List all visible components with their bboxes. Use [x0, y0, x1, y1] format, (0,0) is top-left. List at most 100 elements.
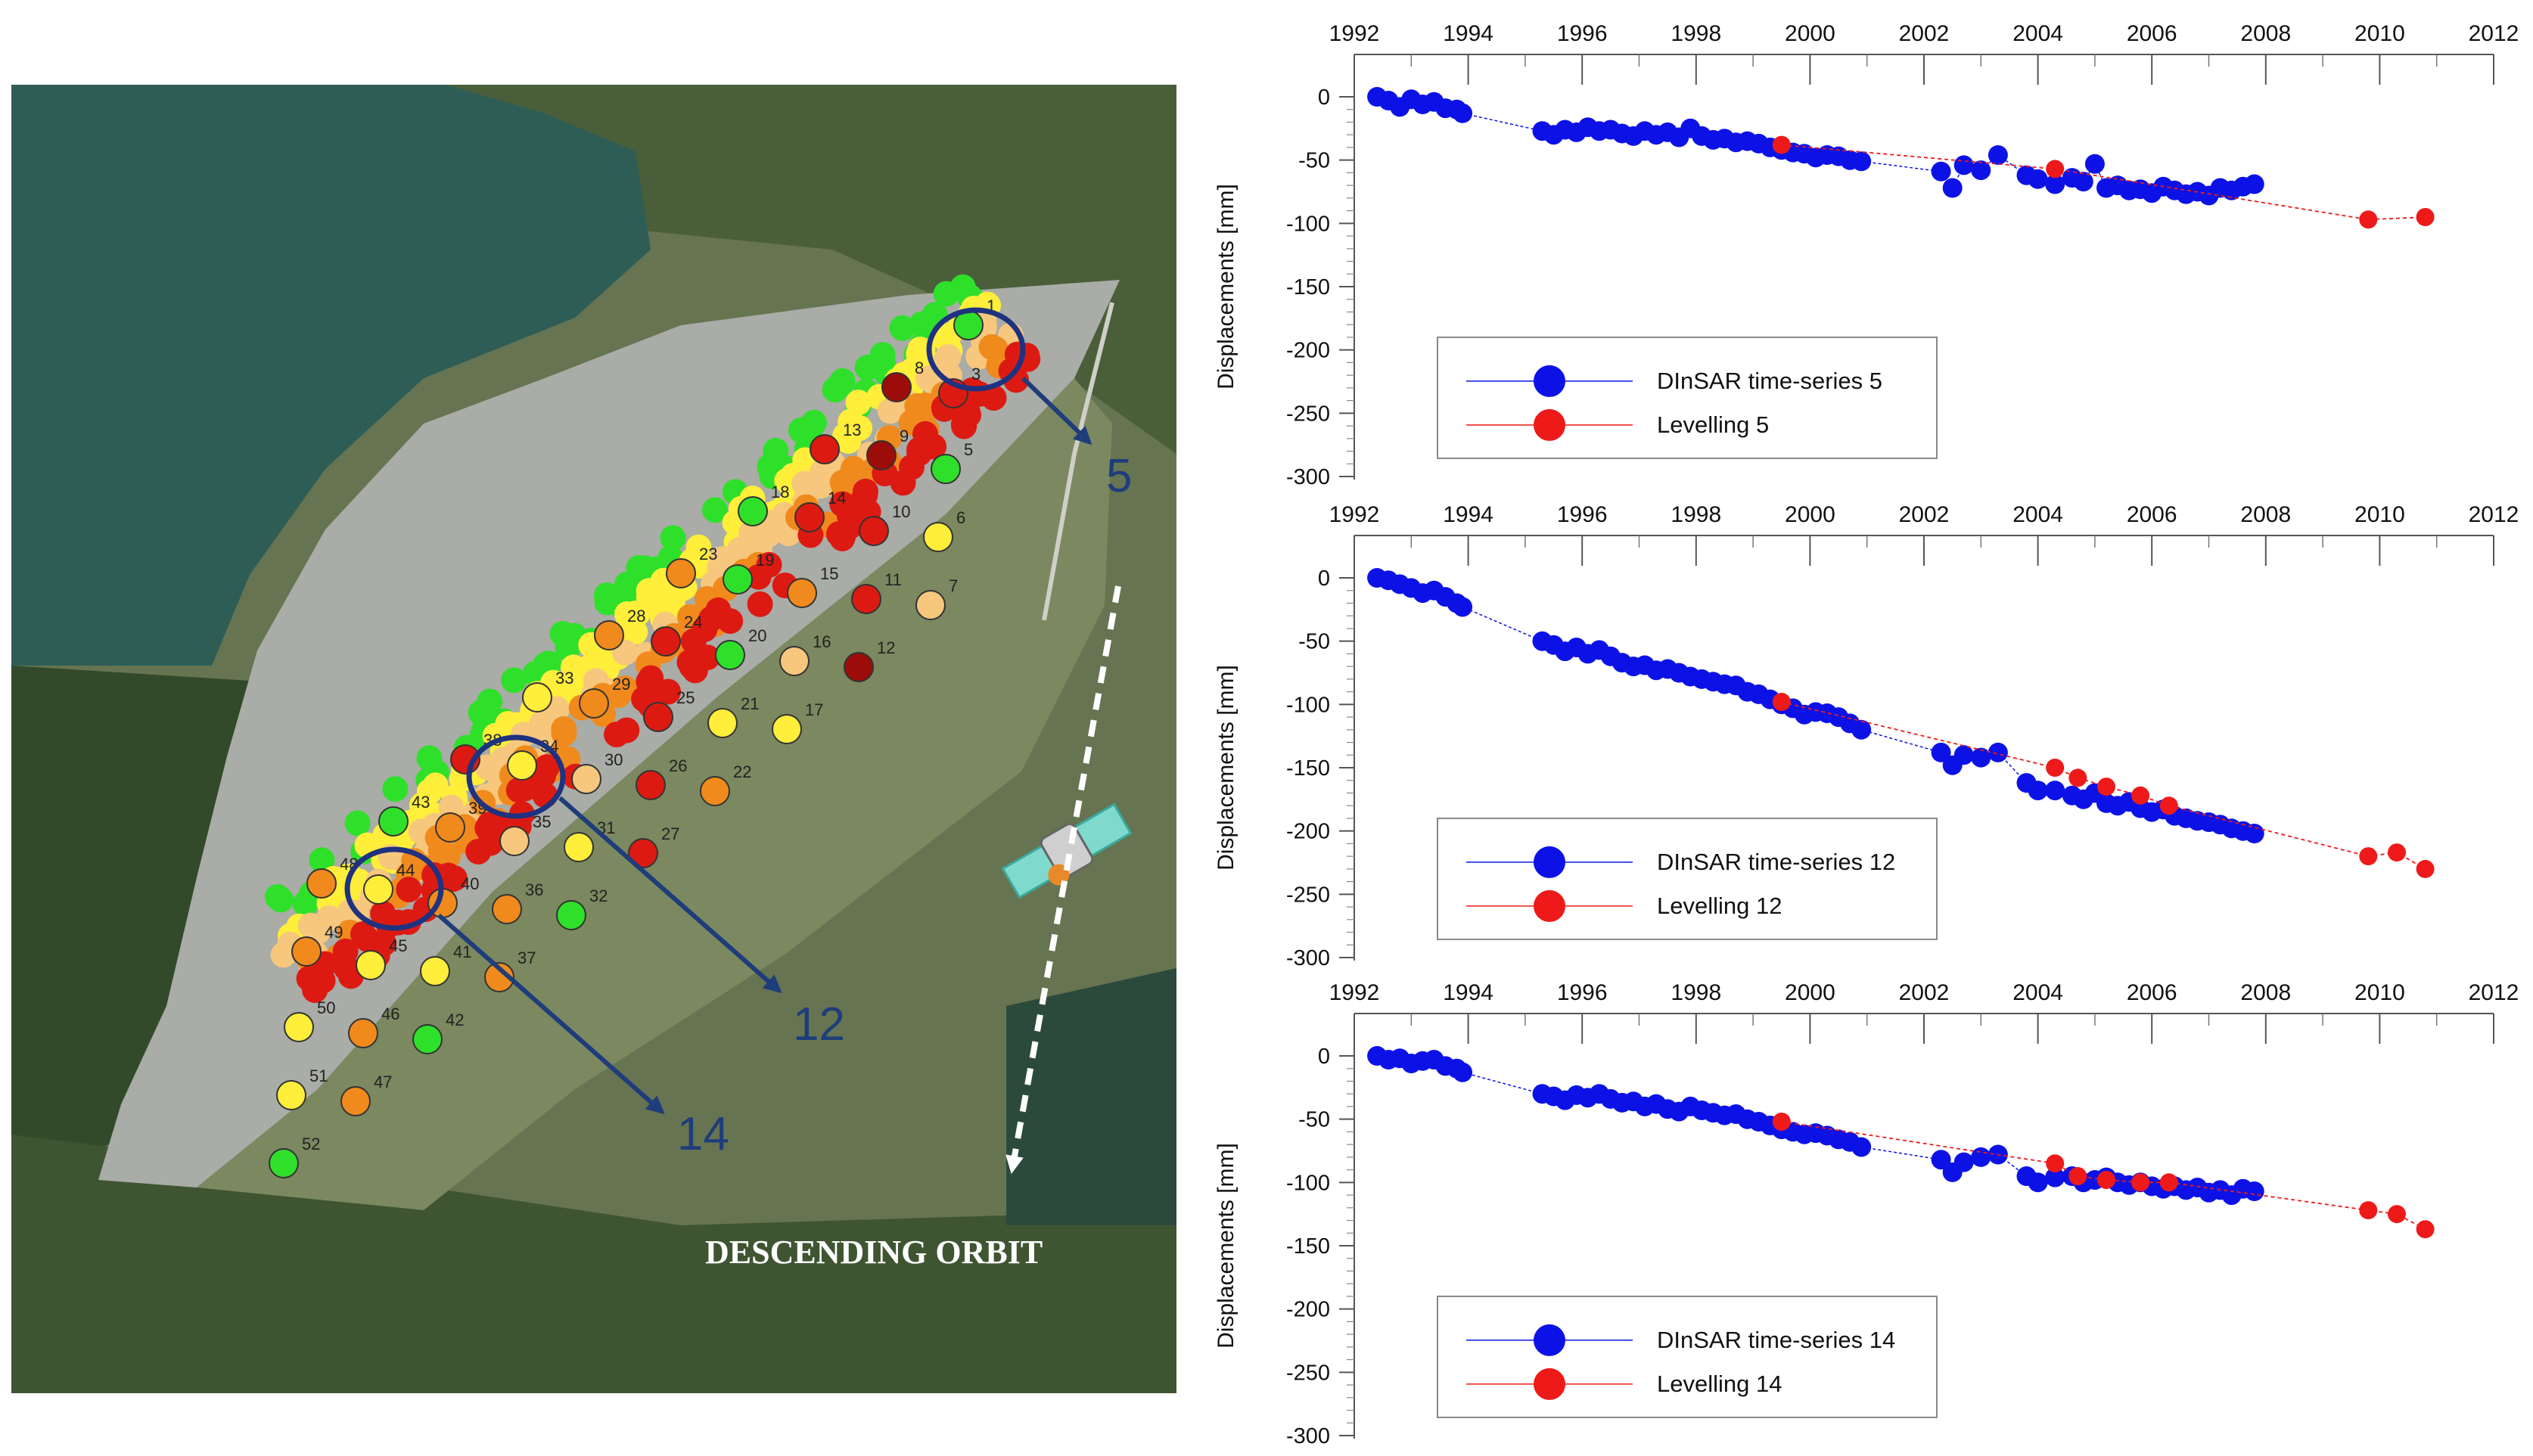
benchmark-point [866, 440, 897, 470]
arrow-to-5 [1021, 376, 1092, 445]
y-tick-label: -50 [1298, 1108, 1330, 1132]
benchmark-point [412, 1024, 443, 1054]
benchmark-point [571, 764, 601, 794]
benchmark-label: 51 [309, 1066, 328, 1085]
deformation-point [309, 847, 335, 874]
data-point [1953, 745, 1974, 765]
deformation-point [297, 912, 324, 939]
deformation-point [302, 977, 328, 1003]
y-tick-label: -150 [1286, 275, 1330, 300]
highlight-circle-12 [466, 734, 566, 819]
y-tick-label: -200 [1286, 1298, 1330, 1322]
data-point [1988, 742, 2008, 762]
deformation-point [611, 675, 638, 701]
benchmark-point [499, 826, 530, 856]
data-point [1453, 103, 1473, 123]
benchmark-point [284, 1012, 314, 1042]
forest-bottom [11, 1135, 1176, 1393]
deformation-point [933, 281, 959, 307]
benchmark-label: 46 [381, 1004, 399, 1023]
x-tick-label: 1998 [1671, 502, 1721, 527]
benchmark-point [291, 936, 322, 967]
deformation-point [906, 440, 933, 467]
deformation-point [604, 722, 629, 747]
legend-label: Levelling 12 [1657, 893, 1782, 919]
benchmark-label: 50 [317, 998, 335, 1017]
deformation-point [705, 597, 732, 623]
data-point [2159, 796, 2178, 815]
benchmark-label: 41 [453, 942, 471, 961]
data-point [1453, 597, 1473, 617]
y-tick-label: -200 [1286, 820, 1330, 844]
benchmark-point [594, 620, 624, 650]
benchmark-point [306, 868, 337, 899]
x-tick-label: 1992 [1329, 502, 1380, 527]
deformation-point [655, 678, 682, 705]
deformation-point [660, 525, 686, 551]
data-point [2046, 1154, 2065, 1173]
legend-label: Levelling 14 [1657, 1371, 1782, 1397]
y-tick-label: -250 [1286, 883, 1330, 907]
benchmark-label: 49 [325, 923, 343, 942]
deformation-point [702, 497, 728, 523]
y-axis-label: Displacements [mm] [1214, 1143, 1239, 1349]
benchmark-label: 45 [389, 936, 407, 955]
deformation-point [505, 777, 532, 803]
legend-marker [1534, 408, 1565, 441]
chart-2: 1992 1994 1996 1998 2000 2002 2004 2006 2008 2010… [1214, 502, 2519, 970]
benchmark-point [579, 688, 609, 719]
benchmark-point [931, 454, 961, 484]
data-point [2097, 778, 2115, 796]
x-tick-label: 1992 [1329, 980, 1380, 1005]
satellite-icon [1001, 803, 1133, 899]
data-point [1931, 1150, 1951, 1170]
data-point [2045, 1167, 2065, 1187]
benchmark-label: 35 [533, 812, 551, 831]
y-tick-label: -200 [1286, 339, 1330, 363]
series-dinsar [1367, 87, 2264, 206]
deformation-point [757, 453, 783, 480]
benchmark-label: 47 [374, 1073, 392, 1091]
x-tick-label: 2008 [2240, 21, 2291, 46]
legend-box [1437, 817, 1938, 940]
benchmark-label: 33 [555, 669, 573, 688]
x-tick-label: 2010 [2354, 980, 2405, 1005]
data-point [2159, 1173, 2178, 1192]
benchmark-label: 8 [915, 359, 924, 377]
benchmark-label: 6 [956, 508, 965, 527]
data-point [1772, 693, 1791, 711]
data-point [1971, 1147, 1991, 1167]
data-point [1931, 161, 1951, 182]
benchmark-point [851, 584, 881, 614]
benchmark-point [378, 806, 409, 837]
data-point [2359, 1201, 2378, 1220]
deformation-point [416, 778, 443, 805]
series-line [1781, 1121, 2426, 1230]
deformation-point [638, 665, 664, 691]
y-tick-label: -300 [1286, 1424, 1330, 1448]
y-tick-label: -100 [1286, 1171, 1330, 1195]
orbit-direction-arrow [1005, 585, 1121, 1175]
benchmark-point [666, 558, 696, 588]
benchmark-point [492, 894, 522, 924]
x-tick-label: 1996 [1557, 980, 1608, 1005]
benchmark-point [923, 522, 953, 552]
data-point [2028, 781, 2048, 801]
data-point [1851, 151, 1872, 172]
legend: DInSAR time-series 12 Levelling 12 [1437, 817, 1938, 940]
x-tick-label: 2002 [1899, 21, 1950, 46]
x-tick-label: 2004 [2012, 502, 2063, 527]
benchmark-point [707, 708, 738, 738]
deformation-point [889, 315, 915, 341]
road [1042, 302, 1114, 621]
series-levelling [1772, 135, 2435, 229]
legend-marker [1534, 1368, 1565, 1400]
x-tick-label: 2006 [2127, 980, 2177, 1005]
deformation-point [956, 402, 982, 428]
benchmark-label: 52 [302, 1135, 320, 1153]
reservoir-water [11, 85, 651, 666]
deformation-point [382, 776, 409, 803]
y-tick-label: -250 [1286, 1361, 1330, 1385]
y-tick-label: -250 [1286, 402, 1330, 426]
benchmark-point [700, 776, 730, 806]
